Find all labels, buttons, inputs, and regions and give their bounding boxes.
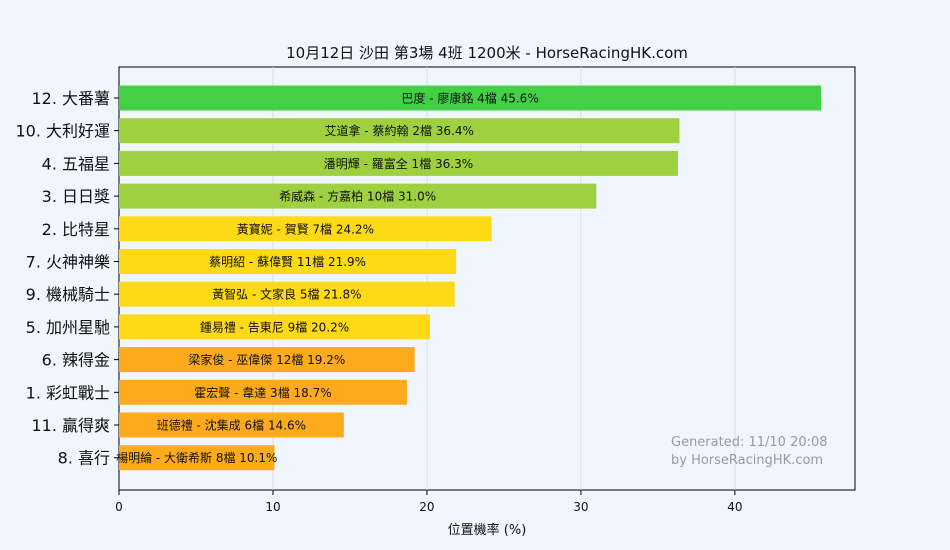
bar-label: 黃智弘 - 文家良 5檔 21.8% bbox=[212, 287, 361, 302]
bar bbox=[119, 216, 492, 242]
category-label: 1. 彩虹戰士 bbox=[26, 383, 110, 402]
bar bbox=[119, 412, 344, 438]
category-label: 4. 五福星 bbox=[42, 154, 110, 173]
category-label: 11. 贏得爽 bbox=[31, 416, 110, 435]
category-label: 3. 日日獎 bbox=[42, 187, 110, 206]
bar-label: 希威森 - 方嘉柏 10檔 31.0% bbox=[279, 189, 436, 204]
category-label: 6. 辣得金 bbox=[42, 351, 110, 370]
bars-group: 巴度 - 廖康銘 4檔 45.6% 艾道拿 - 蔡約翰 2檔 36.4% 潘明輝 -… bbox=[116, 85, 822, 471]
category-label: 2. 比特星 bbox=[42, 220, 110, 239]
category-label: 8. 喜行 bbox=[58, 449, 110, 468]
watermark-generated: Generated: 11/10 20:08 bbox=[671, 435, 828, 450]
bar bbox=[119, 281, 455, 307]
category-label: 10. 大利好運 bbox=[15, 122, 110, 141]
bar bbox=[119, 183, 597, 209]
bar-label: 巴度 - 廖康銘 4檔 45.6% bbox=[401, 91, 538, 106]
category-label: 9. 機械騎士 bbox=[26, 285, 110, 304]
bar-label: 楊明綸 - 大衛希斯 8檔 10.1% bbox=[116, 450, 277, 465]
x-tick-label: 10 bbox=[265, 500, 280, 514]
bar-label: 蔡明紹 - 蘇偉賢 11檔 21.9% bbox=[209, 255, 366, 269]
bar bbox=[119, 445, 275, 471]
bar bbox=[119, 118, 680, 144]
bar bbox=[119, 85, 822, 111]
x-tick-label: 40 bbox=[727, 500, 742, 514]
bar bbox=[119, 314, 431, 340]
bar bbox=[119, 379, 407, 405]
x-axis-ticks: 0 10 20 30 40 bbox=[115, 490, 743, 514]
chart-title: 10月12日 沙田 第3場 4班 1200米 - HorseRacingHK.c… bbox=[286, 44, 688, 62]
category-labels: 12. 大番薯 10. 大利好運 4. 五福星 3. 日日獎 2. 比特星 7. 火神神樂… bbox=[15, 89, 119, 468]
bar-label: 黃寶妮 - 賀賢 7檔 24.2% bbox=[237, 221, 374, 236]
bar-label: 霍宏聲 - 韋達 3檔 18.7% bbox=[194, 385, 331, 400]
x-axis-label: 位置機率 (%) bbox=[448, 522, 527, 538]
bar bbox=[119, 150, 678, 176]
x-tick-label: 0 bbox=[115, 500, 123, 514]
bar bbox=[119, 347, 415, 373]
category-label: 7. 火神神樂 bbox=[26, 253, 110, 272]
bar-label: 梁家俊 - 巫偉傑 12檔 19.2% bbox=[188, 352, 345, 367]
bar bbox=[119, 249, 457, 274]
bar-label: 班德禮 - 沈集成 6檔 14.6% bbox=[157, 418, 306, 433]
bar-label: 潘明輝 - 羅富全 1檔 36.3% bbox=[324, 156, 473, 171]
x-tick-label: 30 bbox=[573, 500, 588, 514]
x-tick-label: 20 bbox=[419, 500, 434, 514]
category-label: 5. 加州星馳 bbox=[26, 318, 110, 337]
bar-label: 鍾易禮 - 告東尼 9檔 20.2% bbox=[200, 320, 349, 334]
watermark-source: by HorseRacingHK.com bbox=[671, 453, 823, 468]
bar-label: 艾道拿 - 蔡約翰 2檔 36.4% bbox=[325, 123, 474, 138]
category-label: 12. 大番薯 bbox=[31, 89, 110, 108]
